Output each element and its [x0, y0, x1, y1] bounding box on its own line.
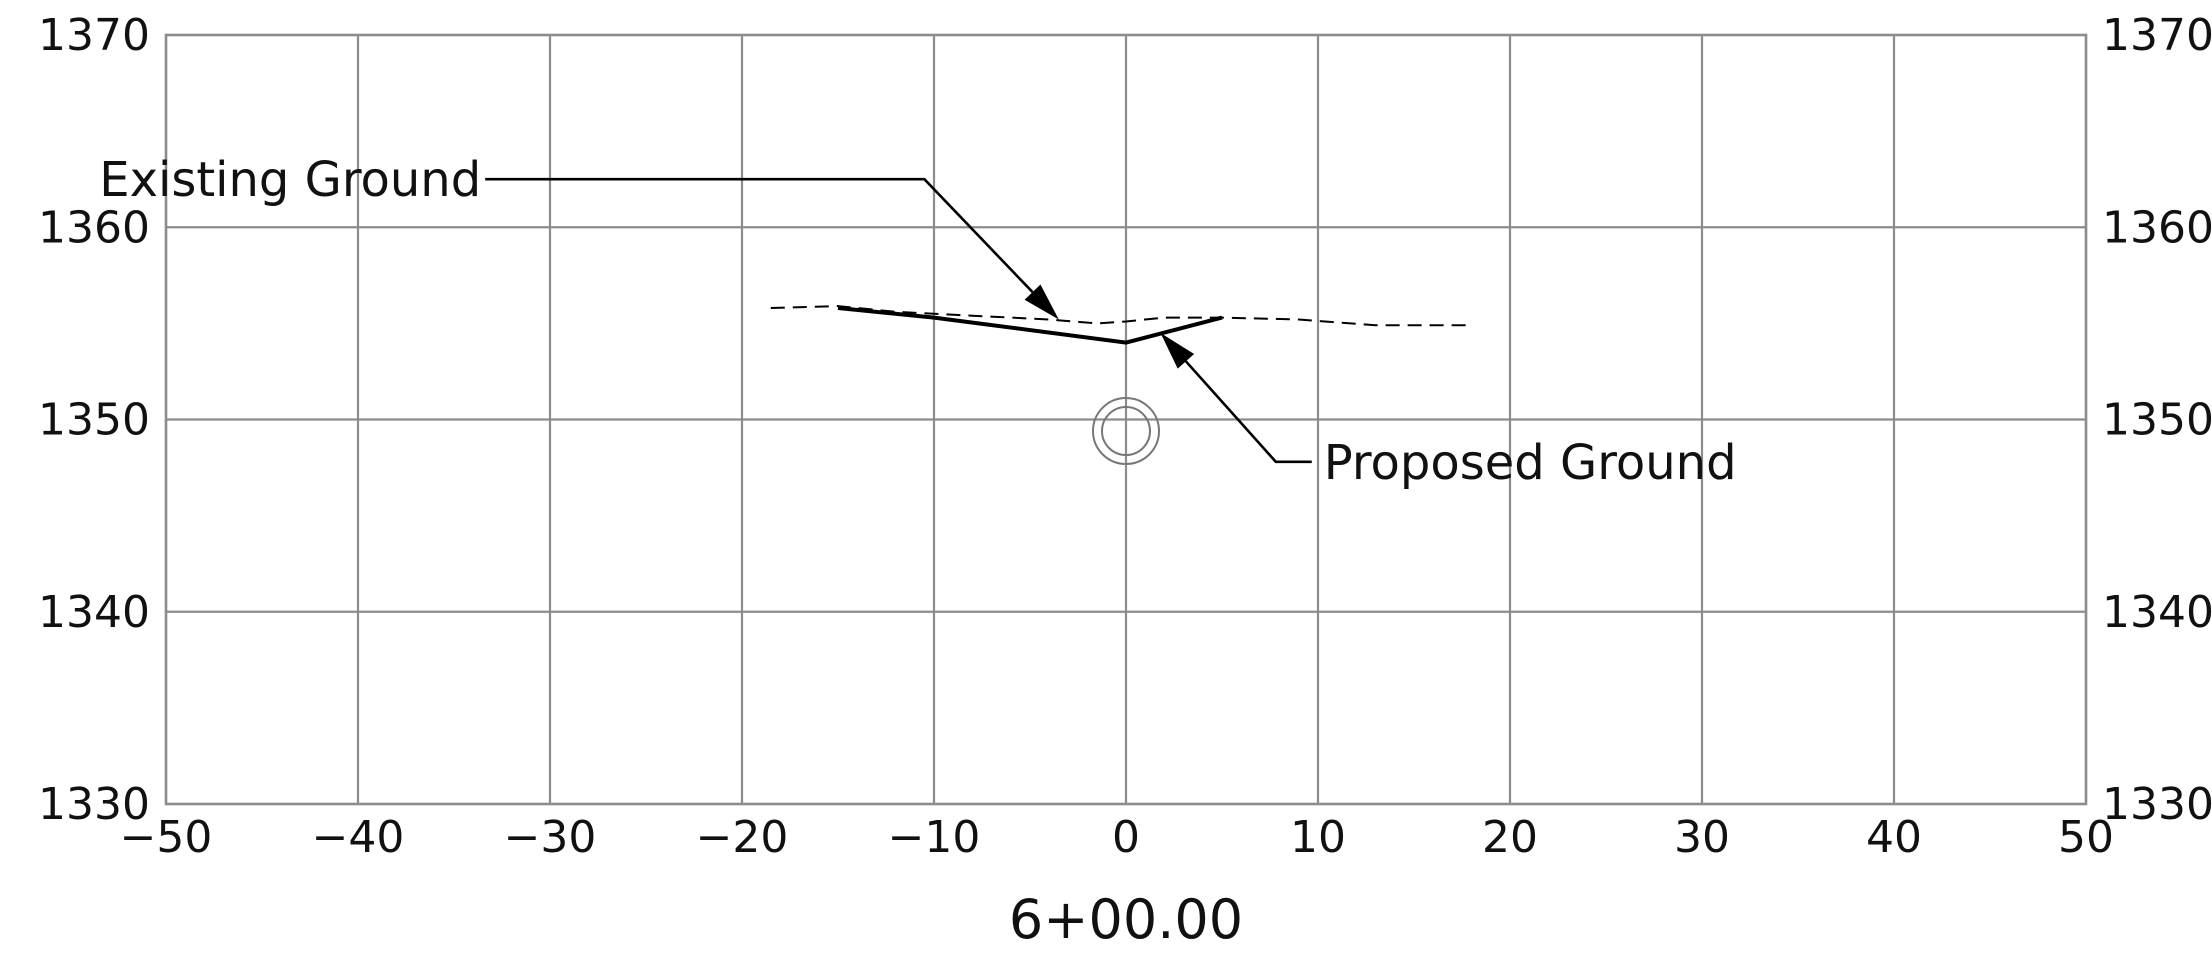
grid — [166, 35, 2086, 804]
x-tick-label: −50 — [120, 812, 213, 863]
x-tick-label: 30 — [1674, 812, 1730, 863]
x-tick-label: −40 — [312, 812, 405, 863]
y-tick-label-right: 1370 — [2102, 10, 2212, 61]
y-tick-label-right: 1340 — [2102, 587, 2212, 638]
series-layer — [770, 305, 1468, 345]
proposed-ground-label: Proposed Ground — [1324, 435, 1737, 491]
annotations: Existing Ground Proposed Ground — [99, 152, 1736, 491]
y-tick-label-left: 1350 — [38, 395, 150, 446]
plot-frame — [164, 33, 2088, 806]
y-tick-label-right: 1350 — [2102, 395, 2212, 446]
x-tick-label: 50 — [2058, 812, 2114, 863]
proposed-ground-leader — [1184, 360, 1312, 464]
pipe-inner-ring — [1101, 406, 1151, 457]
existing-ground-leader — [485, 177, 1034, 293]
y-tick-label-left: 1360 — [38, 202, 150, 253]
pipe-outer-ring — [1092, 397, 1160, 466]
proposed-ground-arrowhead — [1160, 332, 1195, 369]
y-tick-label-left: 1340 — [38, 587, 150, 638]
existing-ground-arrowhead — [1024, 284, 1059, 320]
station-label: 6+00.00 — [1009, 888, 1243, 951]
proposed-ground-line — [837, 306, 1223, 345]
y-tick-label-right: 1360 — [2102, 202, 2212, 253]
y-tick-label-left: 1330 — [38, 779, 150, 830]
x-tick-label: 20 — [1482, 812, 1538, 863]
existing-ground-label: Existing Ground — [99, 152, 481, 208]
x-tick-label: −30 — [504, 812, 597, 863]
x-tick-label: −20 — [696, 812, 789, 863]
pipe-marker — [1092, 397, 1160, 466]
x-tick-label: 0 — [1112, 812, 1140, 863]
y-tick-label-right: 1330 — [2102, 779, 2212, 830]
existing-ground-line — [770, 305, 1468, 327]
x-tick-label: −10 — [888, 812, 981, 863]
x-tick-label: 10 — [1290, 812, 1346, 863]
x-tick-label: 40 — [1866, 812, 1922, 863]
y-tick-label-left: 1370 — [38, 10, 150, 61]
